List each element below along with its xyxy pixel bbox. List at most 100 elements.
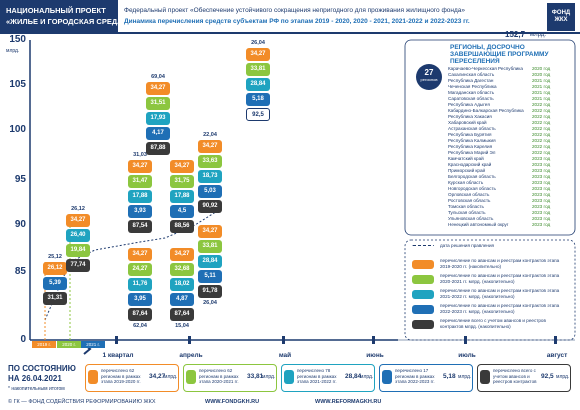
federal-project: Федеральный проект «Обеспечение устойчив…	[124, 7, 466, 14]
region-name: Хабаровский край	[448, 120, 487, 125]
legend-swatch	[412, 245, 434, 247]
summary-unit: млрд.	[360, 374, 374, 380]
region-name: Республика Бурятия	[448, 132, 492, 137]
segment: 34,27	[170, 248, 194, 261]
region-name: Астраханская область	[448, 126, 496, 131]
region-name: Тульская область	[448, 210, 486, 215]
month-tick	[282, 336, 285, 344]
y-unit: млрд.	[6, 48, 20, 54]
y-label: 85	[14, 266, 26, 277]
total: 152,7	[505, 30, 526, 39]
column-top-label: 26,04	[251, 40, 265, 46]
segment: 34,27	[170, 160, 194, 173]
region-name: Республика Карелия	[448, 144, 493, 149]
region-name: Чеченская Республика	[448, 84, 497, 89]
segment: 4,5	[170, 205, 194, 218]
project-name: «ЖИЛЬЕ И ГОРОДСКАЯ СРЕДА»	[6, 17, 127, 26]
summary-box	[183, 364, 277, 392]
column-bottom-label: 15,04	[175, 323, 189, 329]
region-year: 2022 год	[532, 108, 551, 113]
segment: 32,68	[170, 263, 194, 276]
regions-count-badge: 27 регионов	[416, 64, 442, 90]
legend-swatch	[412, 275, 434, 284]
region-year: 2022 год	[532, 120, 551, 125]
region-year: 2023 год	[532, 156, 551, 161]
y-label: 0	[20, 334, 26, 345]
summary-text: перечислено 62 регионам в рамках этапа 2…	[101, 368, 141, 384]
segment: 31,47	[128, 175, 152, 188]
region-name: Республика Хакасия	[448, 114, 492, 119]
y-label: 90	[14, 219, 26, 230]
summary-value: 34,27	[149, 373, 166, 380]
segment: 33,81	[246, 63, 270, 76]
segment: 5,03	[198, 185, 222, 198]
segment: 28,84	[198, 255, 222, 268]
y-label: 105	[9, 79, 26, 90]
month-label: апрель	[179, 352, 203, 359]
column-bottom-label: 62,04	[133, 323, 147, 329]
stage-tag: 2020 г.	[57, 341, 81, 348]
column-bottom-label: 26,04	[203, 300, 217, 306]
region-name: Республика Калмыкия	[448, 138, 496, 143]
summary-text: перечислено 62 регионам в рамках этапа 2…	[199, 368, 239, 384]
month-label: июнь	[366, 352, 384, 359]
segment: 77,74	[66, 259, 90, 272]
segment: 87,88	[146, 142, 170, 155]
region-year: 2022 год	[532, 102, 551, 107]
legend-swatch	[412, 320, 434, 329]
summary-text: перечислено всего с учетом авансов и рее…	[493, 368, 537, 384]
region-year: 2023 год	[532, 204, 551, 209]
summary-unit: млрд.	[458, 374, 472, 380]
segment: 87,64	[170, 308, 194, 321]
project-title: НАЦИОНАЛЬНЫЙ ПРОЕКТ	[6, 6, 106, 15]
summary-box	[85, 364, 179, 392]
segment: 28,84	[246, 78, 270, 91]
region-year: 2023 год	[532, 162, 551, 167]
region-name: Ростовская область	[448, 198, 491, 203]
legend-text: дата решения правления	[440, 243, 494, 248]
y-label: 150	[9, 34, 26, 45]
legend-swatch	[412, 305, 434, 314]
summary-icon	[88, 370, 98, 384]
region-name: Кабардино-Балкарская Республика	[448, 108, 524, 113]
summary-text: перечислено 78 регионам в рамках этапа 2…	[297, 368, 337, 384]
segment: 17,93	[146, 112, 170, 125]
segment: 11,76	[128, 278, 152, 291]
segment: 34,27	[128, 160, 152, 173]
legend-text: перечисление по авансам и реестрам контр…	[440, 288, 560, 299]
region-name: Ульяновская область	[448, 216, 494, 221]
region-year: 2023 год	[532, 174, 551, 179]
summary-unit: млрд.	[262, 374, 276, 380]
segment: 33,63	[198, 155, 222, 168]
region-year: 2023 год	[532, 186, 551, 191]
summary-icon	[382, 370, 392, 384]
month-label: 1 квартал	[102, 352, 134, 359]
region-year: 2023 год	[532, 168, 551, 173]
region-year: 2022 год	[532, 150, 551, 155]
region-name: Магаданская область	[448, 90, 495, 95]
segment: 31,75	[170, 175, 194, 188]
segment: 91,78	[198, 285, 222, 298]
region-year: 2023 год	[532, 216, 551, 221]
segment: 34,27	[246, 48, 270, 61]
segment: 26,40	[66, 229, 90, 242]
y-label: 100	[9, 124, 26, 135]
column-top-label: 25,12	[48, 254, 62, 260]
segment: 3,95	[128, 293, 152, 306]
region-year: 2022 год	[532, 114, 551, 119]
segment: 31,51	[146, 97, 170, 110]
summary-box	[379, 364, 473, 392]
region-year: 2022 год	[532, 144, 551, 149]
summary-icon	[284, 370, 294, 384]
legend-text: перечисление по авансам и реестрам контр…	[440, 303, 560, 314]
region-name: Орловская область	[448, 192, 490, 197]
segment: 5,11	[198, 270, 222, 283]
footer-site: WWW.FONDGKH.RU	[205, 399, 260, 405]
region-name: Белгородская область	[448, 174, 496, 179]
region-year: 2023 год	[532, 180, 551, 185]
stage-tag: 2019 г.	[32, 341, 56, 348]
segment: 87,64	[128, 308, 152, 321]
logo-top: ФОНД	[551, 10, 571, 16]
region-year: 2021 год	[532, 90, 551, 95]
region-name: Карачаево-Черкесская Республика	[448, 66, 523, 71]
